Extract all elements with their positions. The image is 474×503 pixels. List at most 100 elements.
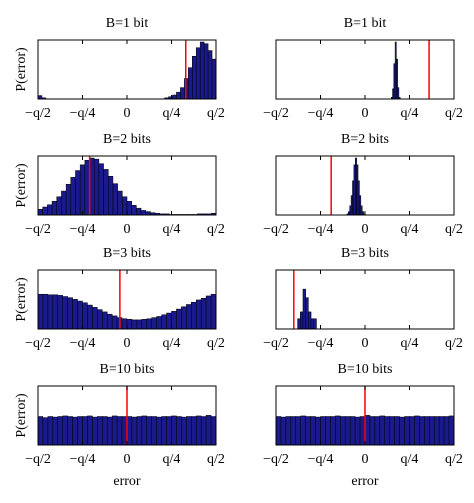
x-tick-label: q/4 xyxy=(163,452,181,467)
histogram-bar xyxy=(72,416,78,446)
histogram-bar xyxy=(191,416,197,446)
histogram-bar xyxy=(93,158,100,216)
subplot-1-1: B=1 bit −q/2 −q/4 0 q/4 q/2 P(error) xyxy=(14,16,225,121)
histogram-bar xyxy=(354,416,361,446)
histogram-bar xyxy=(409,416,415,446)
histogram-bar xyxy=(141,415,148,446)
x-tick-label: q/4 xyxy=(163,106,181,121)
histogram-bar xyxy=(42,293,49,330)
histogram-bar xyxy=(156,416,162,446)
histogram-bar xyxy=(52,416,59,446)
histogram-bar xyxy=(186,304,192,330)
histogram-bar xyxy=(37,209,43,216)
histogram-bar xyxy=(42,206,48,216)
histogram-bar xyxy=(87,304,93,330)
histogram-bar xyxy=(379,415,386,446)
x-tick-label: −q/4 xyxy=(70,106,96,121)
histogram-bar xyxy=(394,416,400,446)
histogram-bar xyxy=(349,416,356,446)
histogram-bar xyxy=(151,416,157,446)
x-tick-label: 0 xyxy=(124,336,131,351)
histogram-bar xyxy=(176,91,181,100)
histogram-bar xyxy=(429,416,435,446)
histogram-bar xyxy=(203,43,209,100)
histogram-bar xyxy=(161,314,167,330)
histogram-bar xyxy=(186,416,192,446)
x-tick-label: −q/2 xyxy=(263,106,289,121)
histogram-bar xyxy=(166,312,172,330)
histogram-bar xyxy=(181,306,187,330)
x-tick-label: 0 xyxy=(124,106,131,121)
histogram-bar xyxy=(62,415,68,446)
x-tick-label: −q/4 xyxy=(70,336,96,351)
axes-frame xyxy=(275,39,455,100)
x-tick-label: 0 xyxy=(362,452,369,467)
subplot-title: B=1 bit xyxy=(344,16,387,31)
histogram-bar xyxy=(297,318,301,330)
histogram-bar xyxy=(141,319,148,330)
histogram-bar xyxy=(136,319,143,330)
x-axis-label: error xyxy=(351,474,379,489)
x-tick-label: −q/4 xyxy=(70,222,96,237)
x-tick-label: q/2 xyxy=(207,336,225,351)
histogram-bar xyxy=(325,416,331,446)
histogram-bar xyxy=(205,295,212,330)
histogram-bar xyxy=(188,67,193,100)
x-tick-label: q/4 xyxy=(163,336,181,351)
histogram-bar xyxy=(146,318,152,330)
x-tick-label: q/2 xyxy=(207,452,225,467)
histogram-bar xyxy=(97,416,103,446)
y-axis-label: P(error) xyxy=(14,47,29,92)
histogram-bar xyxy=(195,415,202,446)
histogram-bar xyxy=(106,313,113,330)
axes-frame xyxy=(275,155,455,216)
histogram-bar xyxy=(389,416,395,446)
histogram-bar xyxy=(42,417,49,446)
histogram-bar xyxy=(448,415,455,446)
histogram-bar xyxy=(103,169,109,216)
histogram-bar xyxy=(87,415,93,446)
histogram-bar xyxy=(313,318,317,330)
histogram-bar xyxy=(404,416,410,446)
histogram-bar xyxy=(145,211,151,216)
x-tick-label: −q/2 xyxy=(25,222,51,237)
subplot-4-1: B=10 bits −q/2 −q/4 0 q/4 q/2 P(error) error xyxy=(14,362,225,489)
histogram-bar xyxy=(176,308,182,330)
histogram-bar xyxy=(419,416,425,446)
histogram-bar xyxy=(275,416,282,446)
x-tick-label: q/4 xyxy=(401,222,419,237)
subplot-title: B=1 bit xyxy=(106,16,149,31)
x-tick-label: −q/2 xyxy=(25,452,51,467)
histogram-bar xyxy=(72,299,78,330)
histogram-bar xyxy=(295,416,301,446)
x-tick-label: 0 xyxy=(124,222,131,237)
subplot-title: B=10 bits xyxy=(338,362,393,377)
x-tick-label: 0 xyxy=(362,106,369,121)
x-tick-label: −q/4 xyxy=(308,106,334,121)
histogram-bar xyxy=(156,316,162,330)
histogram-bar xyxy=(62,296,68,330)
histogram-bar xyxy=(67,416,73,446)
y-axis-label: P(error) xyxy=(14,393,29,438)
histogram-bar xyxy=(67,297,73,330)
subplot-2-2: B=2 bits −q/2 −q/4 0 q/4 q/2 xyxy=(263,132,463,237)
x-tick-label: 0 xyxy=(362,336,369,351)
histogram-bar xyxy=(65,183,72,216)
histogram-bar xyxy=(77,300,83,330)
histogram-bar xyxy=(84,160,90,216)
histogram-bar xyxy=(300,311,304,330)
x-tick-label: −q/2 xyxy=(263,222,289,237)
histogram-bar xyxy=(56,196,62,216)
histogram-bar xyxy=(308,311,312,330)
x-tick-label: q/2 xyxy=(445,336,463,351)
subplot-title: B=2 bits xyxy=(341,132,389,147)
histogram-bar xyxy=(205,415,212,446)
x-tick-label: q/4 xyxy=(163,222,181,237)
histogram-bar xyxy=(290,416,297,446)
histogram-bar xyxy=(106,416,113,446)
histogram-bar xyxy=(140,210,146,216)
histogram-bar xyxy=(414,415,420,446)
histogram-bar xyxy=(97,309,103,330)
subplot-1-2: B=1 bit −q/2 −q/4 0 q/4 q/2 xyxy=(263,16,463,121)
